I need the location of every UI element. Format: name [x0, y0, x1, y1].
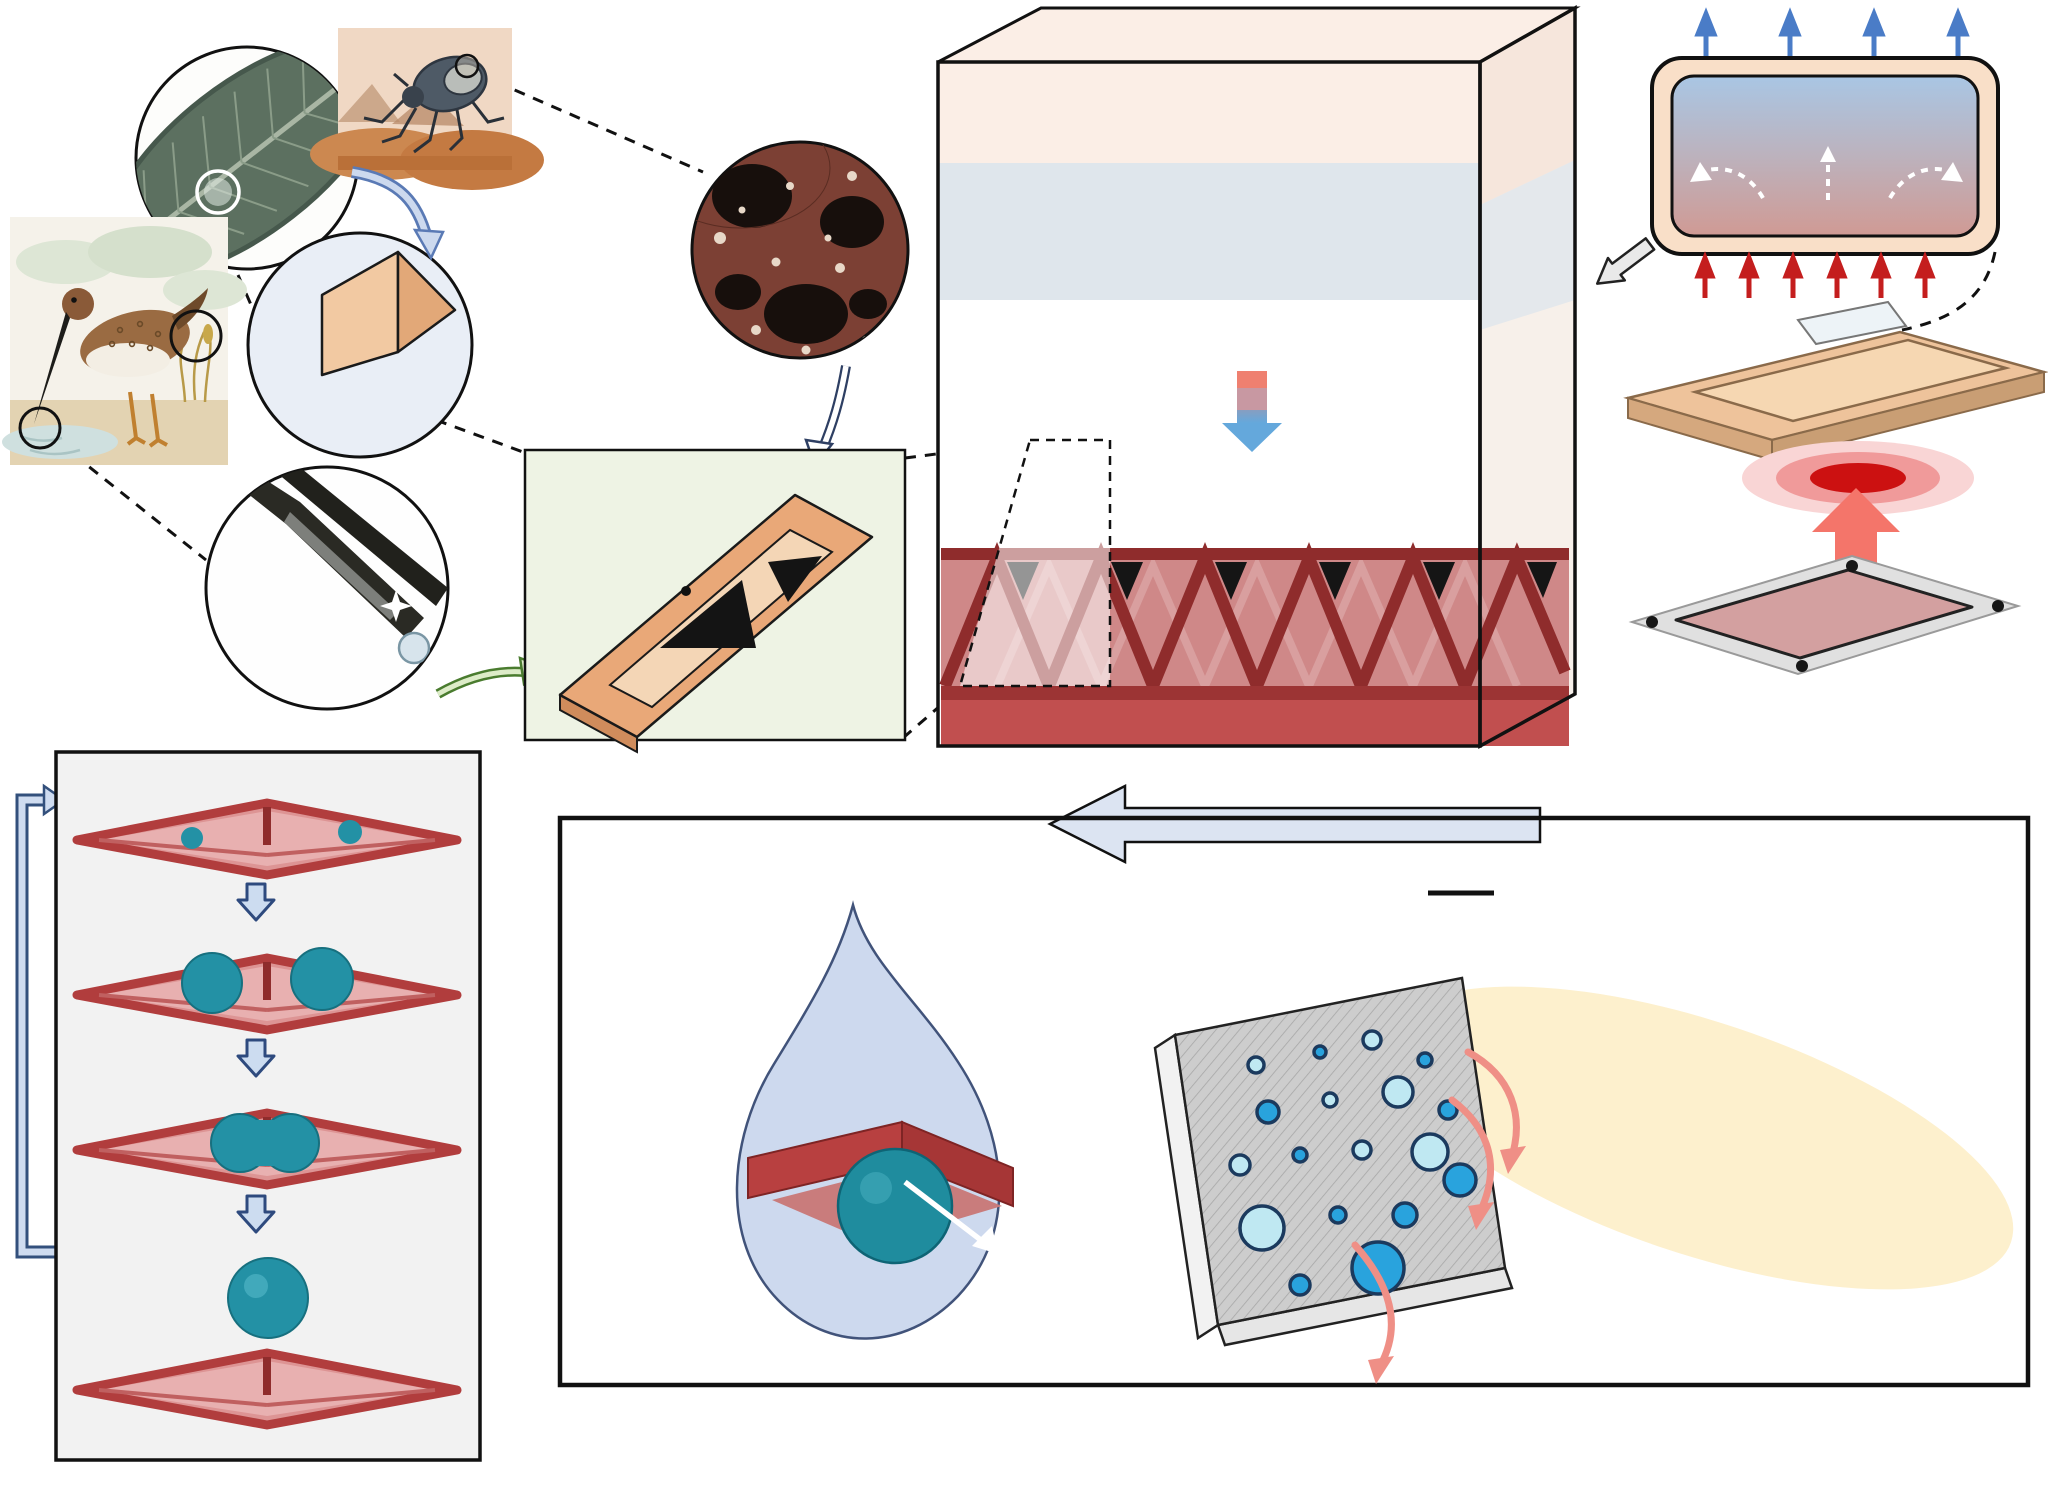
- reduce-rmax-arrow-icon: [1047, 783, 1542, 865]
- heat-exchanger-graphic: [1623, 300, 2048, 462]
- rhombus-lattice-box: [523, 448, 907, 754]
- heat-transfer-arrow-icon: [1222, 371, 1282, 452]
- size-cutoff-inset: [735, 900, 1014, 1340]
- vapor-chamber: [936, 4, 1581, 749]
- chart: [557, 783, 2031, 1388]
- bird-image: [2, 217, 247, 465]
- droplet-ring-icon: [195, 169, 241, 215]
- condenser-to-box-arrow: [1595, 237, 1656, 285]
- heat-source-graphic: [1628, 441, 2022, 676]
- droplet-jumping: [227, 1257, 309, 1339]
- droplets-stage2: [181, 947, 354, 1014]
- sample-slide-icon: [1796, 300, 1908, 346]
- condenser-panel: [1650, 7, 2000, 298]
- departure-arrows-icon: [1351, 1048, 1520, 1370]
- wedged-ridge-inset: [246, 231, 474, 459]
- vapor-circulation-arrows-icon: [1699, 158, 1954, 200]
- experiments-ellipse: [1386, 986, 2014, 1290]
- refresh-cycle-panel: [15, 750, 482, 1462]
- heat-in-arrows-icon: [1694, 251, 1936, 298]
- bird-beak-inset: [204, 465, 450, 711]
- departing-droplets-inset: [1153, 976, 1526, 1384]
- heat-flux-arrow-icon: [1812, 488, 1900, 580]
- namib-beetle-image: [310, 28, 544, 190]
- droplets-stage1: [181, 820, 362, 849]
- droplets-stage3: [210, 1113, 320, 1173]
- induced-nucleation-inset: [690, 140, 910, 360]
- leaf-to-wedge-arrow: [350, 166, 445, 261]
- release-heat-arrows-icon: [1694, 7, 1970, 62]
